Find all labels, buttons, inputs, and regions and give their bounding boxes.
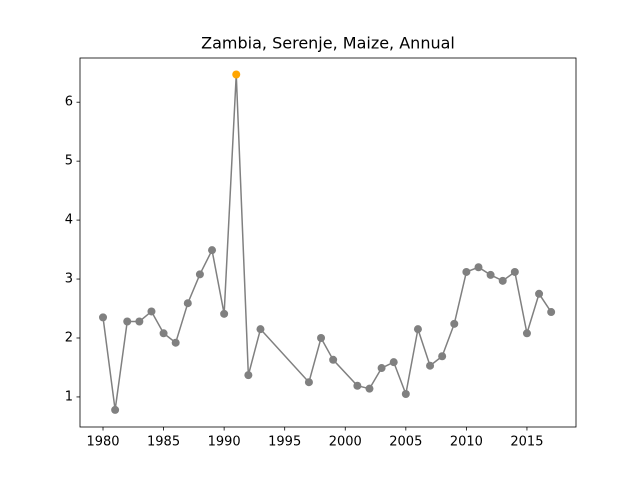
- chart-title: Zambia, Serenje, Maize, Annual: [201, 34, 455, 53]
- marker: [329, 355, 338, 364]
- marker: [426, 361, 435, 370]
- marker: [304, 378, 313, 387]
- line: [102, 74, 552, 411]
- marker: [522, 329, 531, 338]
- marker: [498, 276, 507, 285]
- marker: [450, 319, 459, 328]
- y-tick-label: 3: [65, 272, 73, 287]
- x-tick-label: 1990: [208, 435, 241, 450]
- marker: [389, 358, 398, 367]
- marker: [159, 329, 168, 338]
- marker: [244, 371, 253, 380]
- y-tick-label: 1: [65, 389, 73, 404]
- marker: [183, 299, 192, 308]
- marker: [474, 263, 483, 272]
- x-tick-label: 2005: [389, 435, 422, 450]
- marker: [195, 270, 204, 279]
- x-tick-label: 2010: [450, 435, 483, 450]
- marker: [462, 267, 471, 276]
- marker: [377, 364, 386, 373]
- marker: [123, 317, 132, 326]
- plot-frame: [79, 57, 577, 428]
- marker: [547, 308, 556, 317]
- marker: [535, 289, 544, 298]
- marker: [365, 384, 374, 393]
- marker: [486, 270, 495, 279]
- x-tick-label: 1980: [86, 435, 119, 450]
- marker: [147, 307, 156, 316]
- x-tick-label: 2000: [329, 435, 362, 450]
- marker: [220, 309, 229, 318]
- marker: [232, 70, 241, 79]
- x-tick-label: 2015: [510, 435, 543, 450]
- y-tick-label: 4: [65, 213, 73, 228]
- marker: [111, 405, 120, 414]
- marker: [208, 246, 217, 255]
- y-tick-label: 6: [65, 95, 73, 110]
- y-tick-label: 5: [65, 154, 73, 169]
- marker: [171, 338, 180, 347]
- marker: [99, 313, 108, 322]
- x-tick-label: 1995: [268, 435, 301, 450]
- marker: [510, 267, 519, 276]
- marker: [438, 352, 447, 361]
- x-tick-label: 1985: [147, 435, 180, 450]
- marker: [135, 317, 144, 326]
- marker: [413, 325, 422, 334]
- marker: [353, 381, 362, 390]
- marker: [401, 389, 410, 398]
- marker: [256, 325, 265, 334]
- marker: [317, 333, 326, 342]
- y-tick-label: 2: [65, 330, 73, 345]
